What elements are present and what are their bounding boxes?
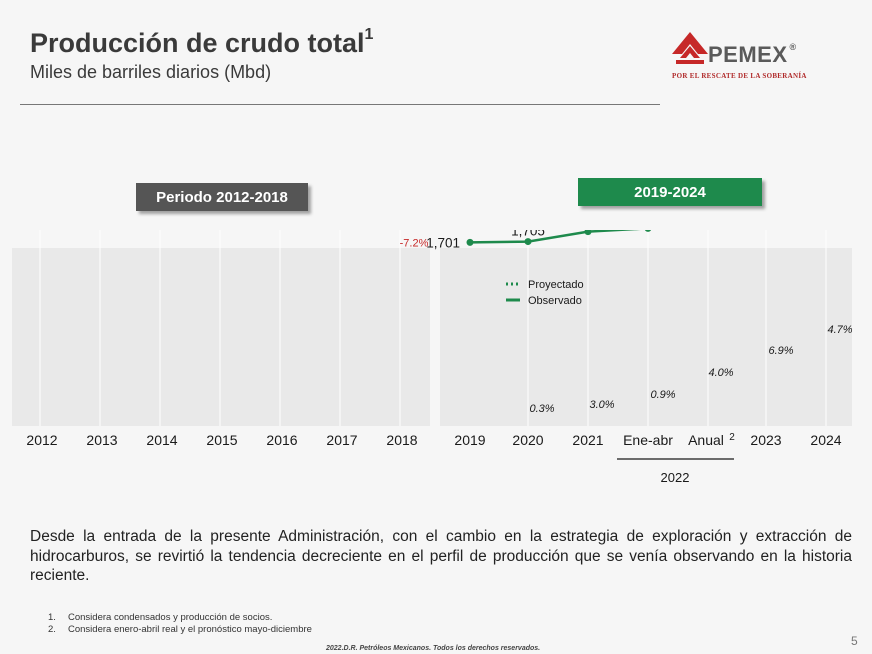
page-number: 5 [851, 634, 858, 648]
left-x-tick: 2018 [386, 432, 417, 448]
right-value-label: 1,705 [511, 230, 545, 239]
left-change-label: -7.2% [400, 238, 429, 250]
left-x-tick: 2014 [146, 432, 177, 448]
right-data-point [524, 238, 532, 246]
footnote-2: 2. Considera enero-abril real y el pronós… [48, 624, 312, 635]
page-title: Producción de crudo total1 [30, 26, 374, 58]
observed-series-line [469, 230, 641, 244]
summary-paragraph: Desde la entrada de la presente Administ… [30, 528, 852, 584]
page-subtitle: Miles de barriles diarios (Mbd) [30, 62, 272, 82]
right-change-label: 0.9% [650, 389, 675, 401]
pemex-logo: PEMEX ® POR EL RESCATE DE LA SOBERANÍA [668, 28, 848, 88]
left-x-tick: 2012 [26, 432, 57, 448]
right-value-label: 1,701 [426, 235, 460, 250]
right-data-point [466, 238, 474, 246]
legend-observed-label: Observado [528, 295, 582, 307]
left-x-tick: 2016 [266, 432, 297, 448]
period-2019-2024-label: 2019-2024 [578, 178, 762, 206]
right-x-tick: Ene-abr [623, 432, 673, 448]
right-x-tick: 2021 [572, 432, 603, 448]
pemex-eagle-icon [672, 32, 708, 64]
legend-projected-label: Proyectado [528, 279, 584, 291]
right-change-label: 4.0% [708, 367, 733, 379]
logo-wordmark: PEMEX ® [708, 42, 797, 67]
left-x-tick: 2017 [326, 432, 357, 448]
right-x-tick: 2024 [810, 432, 841, 448]
right-x-tick-footnote: 2 [729, 432, 735, 443]
copyright: 2022.D.R. Petróleos Mexicanos. Todos los… [326, 645, 541, 652]
right-x-tick: 2020 [512, 432, 543, 448]
title-footnote-marker: 1 [364, 26, 374, 43]
group-label-2022: 2022 [661, 470, 690, 485]
right-x-tick: 2019 [454, 432, 485, 448]
right-data-point [584, 230, 592, 236]
title-divider [20, 104, 660, 105]
production-chart: 2,548-1%20122,522-3.7%20132,429-6.7%2014… [12, 230, 853, 485]
right-change-label: 0.3% [529, 403, 554, 415]
period-2012-2018-label: Periodo 2012-2018 [136, 183, 308, 211]
right-x-tick: 2023 [750, 432, 781, 448]
footnote-1: 1. Considera condensados y producción de … [48, 612, 273, 623]
right-x-tick: Anual [688, 432, 724, 448]
right-change-label: 6.9% [768, 345, 793, 357]
right-data-point [644, 230, 652, 232]
left-plot-panel [12, 248, 430, 426]
logo-tagline: POR EL RESCATE DE LA SOBERANÍA [672, 72, 807, 80]
left-x-tick: 2013 [86, 432, 117, 448]
left-x-tick: 2015 [206, 432, 237, 448]
footnotes: 1. Considera condensados y producción de … [48, 612, 312, 636]
right-change-label: 4.7% [827, 324, 852, 336]
right-plot-panel [440, 248, 852, 426]
right-change-label: 3.0% [589, 399, 614, 411]
